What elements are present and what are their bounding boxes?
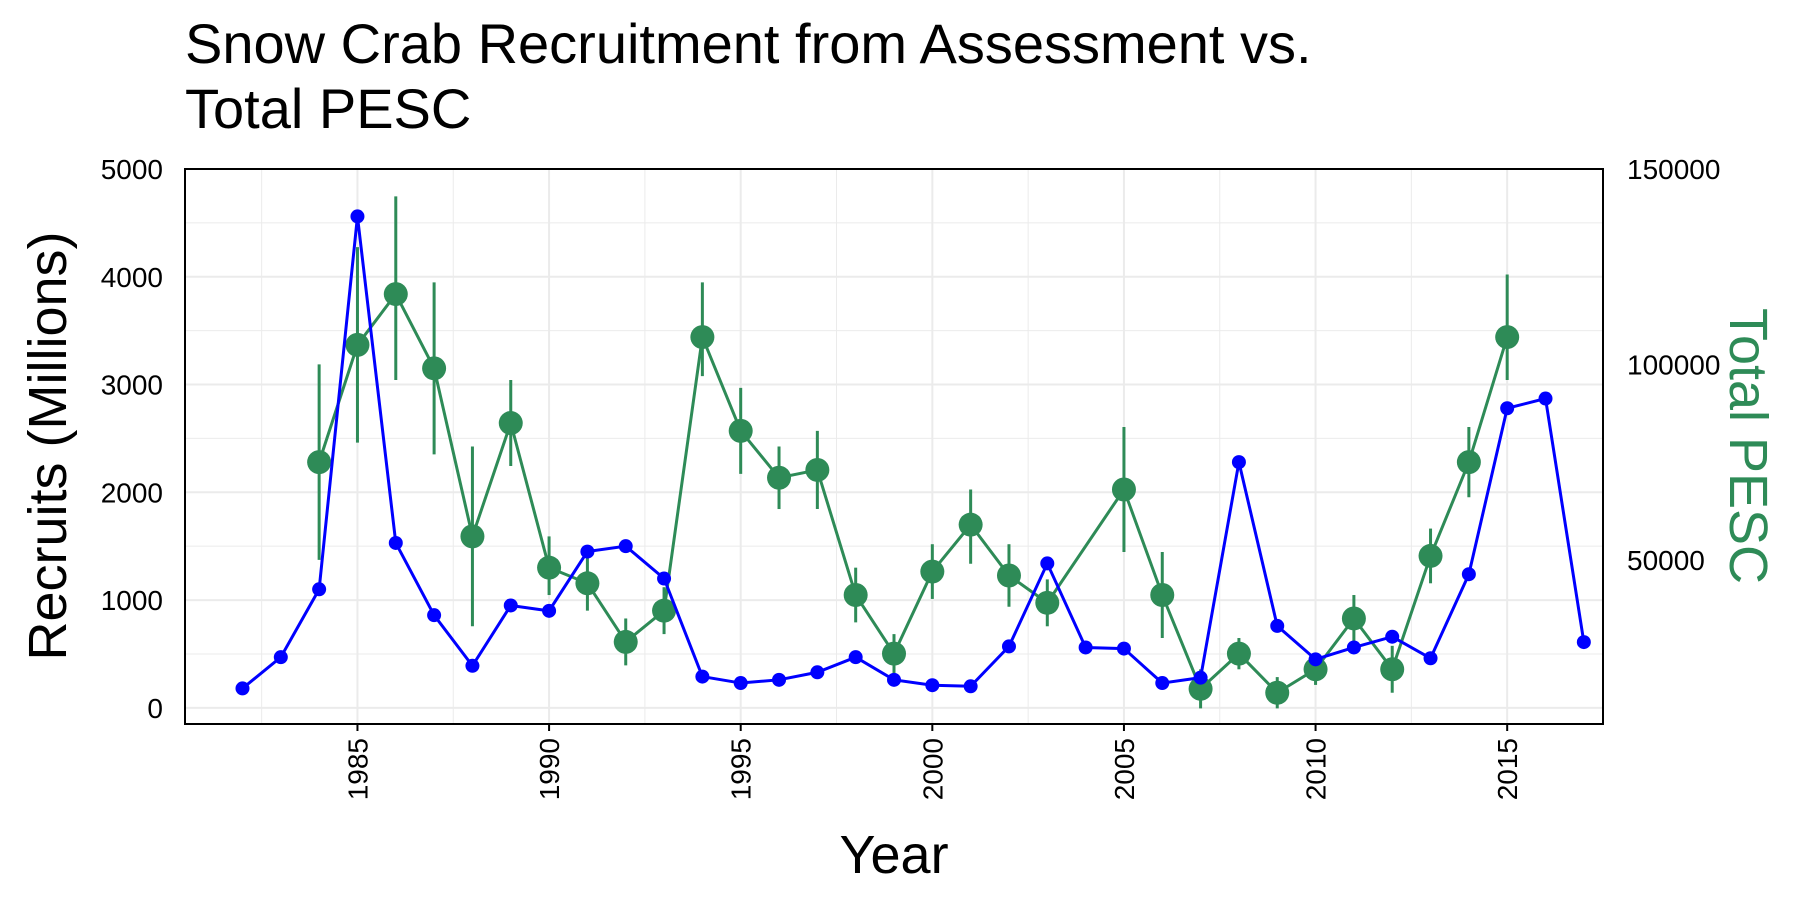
recruits-series	[235, 209, 1591, 696]
pesc-line	[317, 291, 1509, 695]
recruits-point	[772, 672, 787, 687]
pesc-point	[728, 418, 753, 443]
pesc-point	[1111, 477, 1136, 502]
recruits-point	[618, 539, 633, 554]
y2-tick-label: 100000	[1627, 349, 1720, 380]
tick-layer: 0 1000 2000 3000 4000 5000 50000 100000 150000 19…	[101, 154, 1721, 800]
pesc-point	[652, 598, 677, 623]
recruits-point	[1500, 401, 1515, 416]
pesc-point	[1456, 450, 1481, 475]
recruits-point	[1231, 455, 1246, 470]
y-axis-title: Recruits (Millions)	[18, 231, 78, 660]
pesc-point	[575, 571, 600, 596]
recruits-point	[657, 571, 672, 586]
pesc-point	[460, 524, 485, 549]
recruits-point	[350, 209, 365, 224]
y-tick-label: 1000	[101, 585, 163, 616]
pesc-point	[1188, 676, 1213, 701]
x-tick-label: 1995	[726, 738, 757, 800]
pesc-point	[843, 583, 868, 608]
pesc-point	[1265, 680, 1290, 705]
pesc-point	[690, 325, 715, 350]
pesc-point	[996, 563, 1021, 588]
x-axis-title: Year	[839, 825, 948, 885]
recruits-point	[1270, 618, 1285, 633]
pesc-point	[958, 512, 983, 537]
recruits-point	[733, 676, 748, 691]
recruits-point	[1308, 652, 1323, 667]
pesc-point	[1380, 657, 1405, 682]
recruits-point	[312, 582, 327, 597]
recruits-point	[1346, 640, 1361, 655]
x-tick-label: 2015	[1492, 738, 1523, 800]
pesc-point	[805, 457, 830, 482]
y-tick-label: 4000	[101, 262, 163, 293]
y-tick-label: 2000	[101, 477, 163, 508]
recruits-point	[580, 544, 595, 559]
recruits-point	[1538, 391, 1553, 406]
pesc-series	[307, 196, 1520, 709]
recruits-point	[848, 650, 863, 665]
recruits-point	[465, 658, 480, 673]
pesc-point	[1303, 657, 1328, 682]
recruits-point	[1385, 629, 1400, 644]
recruits-point	[1193, 670, 1208, 685]
recruits-point	[925, 678, 940, 693]
x-tick-label: 2010	[1301, 738, 1332, 800]
recruits-point	[427, 608, 442, 623]
pesc-point	[1150, 583, 1175, 608]
pesc-point	[1226, 641, 1251, 666]
recruits-point	[1576, 635, 1591, 650]
pesc-point	[498, 411, 523, 436]
x-tick-label: 1985	[342, 738, 373, 800]
y-tick-label: 5000	[101, 154, 163, 185]
pesc-point	[767, 465, 792, 490]
recruits-point	[1116, 641, 1131, 656]
recruits-point	[1423, 651, 1438, 666]
chart-title-line-2: Total PESC	[185, 77, 471, 140]
y2-tick-label: 50000	[1627, 545, 1705, 576]
pesc-point	[422, 356, 447, 381]
pesc-point	[383, 282, 408, 307]
pesc-point	[307, 450, 332, 475]
pesc-point	[537, 555, 562, 580]
pesc-point	[1341, 606, 1366, 631]
pesc-point	[345, 332, 370, 357]
recruits-point	[542, 603, 557, 618]
recruits-point	[1040, 556, 1055, 571]
recruits-point	[1001, 639, 1016, 654]
recruits-point	[887, 672, 901, 687]
x-tick-label: 2000	[917, 738, 948, 800]
y2-axis-title: Total PESC	[1718, 308, 1778, 584]
pesc-point	[1418, 543, 1443, 568]
recruits-point	[503, 598, 518, 613]
recruits-point	[235, 681, 250, 696]
x-tick-label: 2005	[1109, 738, 1140, 800]
chart-title-line-1: Snow Crab Recruitment from Assessment vs…	[185, 12, 1312, 75]
recruits-point	[273, 650, 288, 665]
plot-frame	[184, 168, 1604, 725]
y-tick-label: 3000	[101, 370, 163, 401]
recruits-point	[1078, 640, 1093, 655]
recruits-point	[1461, 567, 1476, 582]
pesc-point	[920, 559, 945, 584]
y2-tick-label: 150000	[1627, 154, 1720, 185]
pesc-point	[613, 629, 638, 654]
recruits-point	[388, 535, 403, 550]
recruits-line	[241, 216, 1586, 690]
pesc-point	[1495, 325, 1520, 350]
recruits-point	[1155, 676, 1170, 691]
recruits-point	[695, 669, 710, 684]
pesc-point	[882, 641, 906, 666]
recruits-point	[810, 665, 825, 680]
y-tick-label: 0	[147, 693, 163, 724]
recruits-point	[963, 679, 978, 694]
pesc-point	[1035, 590, 1060, 615]
x-tick-label: 1990	[534, 738, 565, 800]
